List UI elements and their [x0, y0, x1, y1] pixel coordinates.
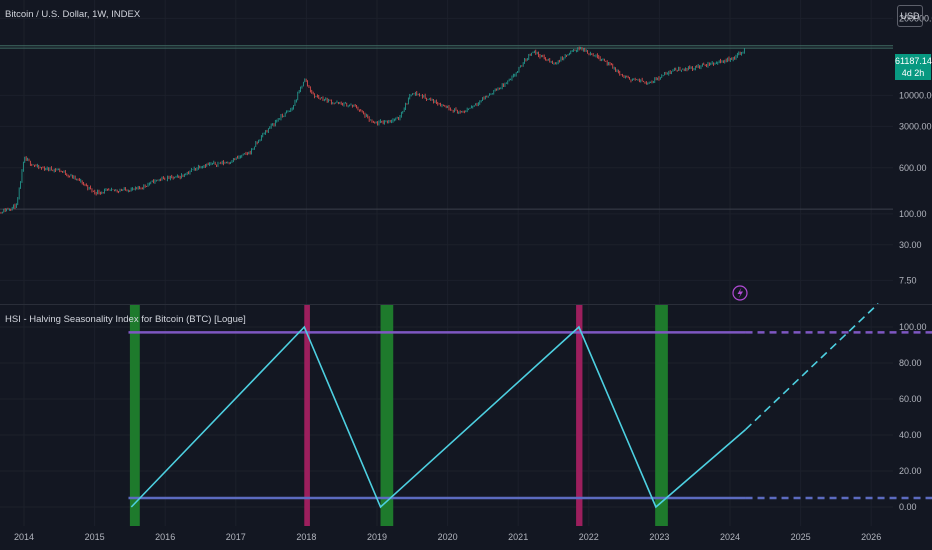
hsi-tick-label: 100.00 [899, 322, 927, 332]
last-price: 61187.14 [895, 56, 932, 66]
price-tick-label: 30.00 [899, 240, 922, 250]
x-tick-label: 2022 [579, 532, 599, 542]
x-tick-label: 2016 [155, 532, 175, 542]
price-tick-label: 10000.00 [899, 90, 932, 100]
price-tick-label: 3000.00 [899, 121, 932, 131]
hsi-tick-label: 80.00 [899, 358, 922, 368]
hsi-tick-label: 60.00 [899, 394, 922, 404]
x-tick-label: 2017 [226, 532, 246, 542]
lightning-icon[interactable] [732, 285, 748, 301]
x-tick-label: 2014 [14, 532, 34, 542]
grid [0, 0, 893, 526]
x-tick-label: 2024 [720, 532, 740, 542]
hsi-tick-label: 20.00 [899, 466, 922, 476]
peak-bar [576, 305, 583, 526]
hsi-projection-line [744, 303, 879, 431]
price-tick-label: 200000.00 [899, 13, 932, 23]
x-tick-label: 2019 [367, 532, 387, 542]
vertical-bars [129, 305, 668, 526]
main-chart-title: Bitcoin / U.S. Dollar, 1W, INDEX [5, 9, 141, 20]
hsi-index-line [130, 325, 747, 509]
x-tick-label: 2025 [791, 532, 811, 542]
price-candles [0, 46, 745, 214]
halving-bar [380, 305, 394, 526]
axes: 2014 2015 2016 2017 2018 2019 2020 2021 2022 2023… [14, 13, 932, 542]
horizontal-lines [0, 45, 893, 210]
x-tick-label: 2023 [649, 532, 669, 542]
currency-button[interactable]: USD [897, 5, 923, 27]
peak-bar [304, 305, 310, 526]
indicator-title: HSI - Halving Seasonality Index for Bitc… [5, 314, 246, 325]
bar-countdown: 4d 2h [901, 68, 925, 78]
x-tick-label: 2015 [85, 532, 105, 542]
x-tick-label: 2020 [438, 532, 458, 542]
halving-bar [655, 305, 668, 526]
hsi-tick-label: 40.00 [899, 430, 922, 440]
hsi-tick-label: 0.00 [899, 502, 917, 512]
price-tick-label: 7.50 [899, 275, 917, 285]
x-tick-label: 2021 [508, 532, 528, 542]
price-tick-label: 100.00 [899, 209, 927, 219]
x-tick-label: 2018 [296, 532, 316, 542]
price-tick-label: 600.00 [899, 163, 927, 173]
x-tick-label: 2026 [861, 532, 881, 542]
halving-bar [129, 305, 140, 526]
hsi-bands [128, 331, 932, 500]
hsi-line [130, 303, 879, 509]
price-badge: 61187.14 4d 2h [895, 54, 932, 80]
